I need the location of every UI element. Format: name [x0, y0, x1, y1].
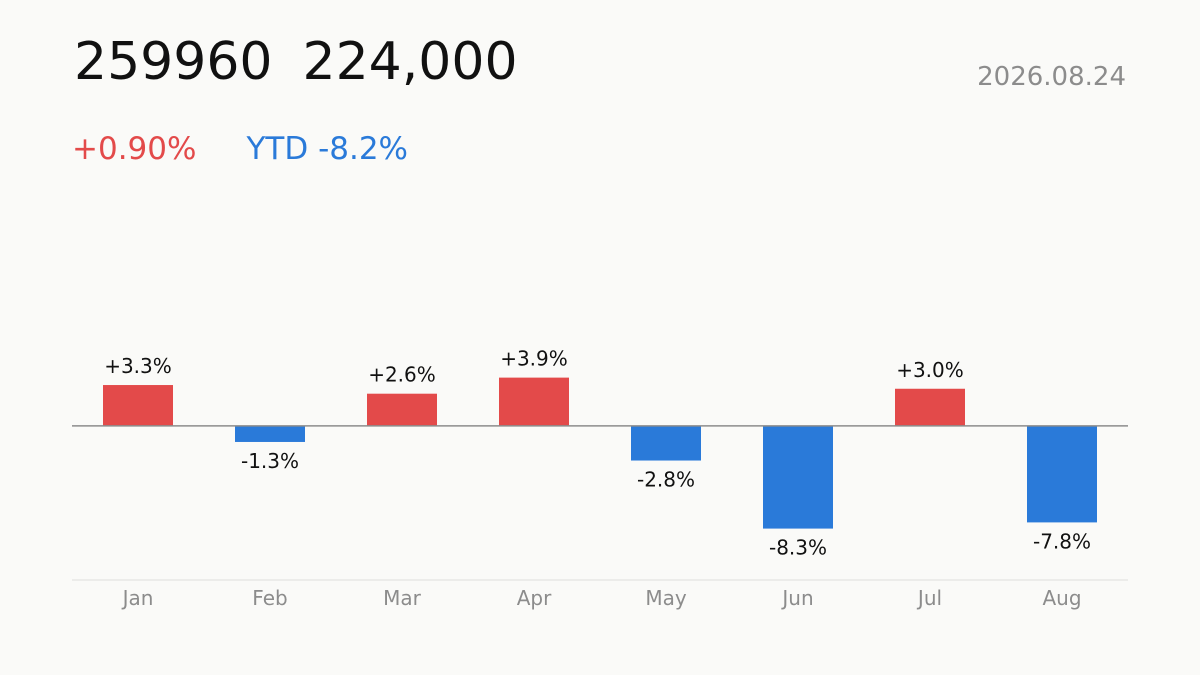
x-tick-may: May	[645, 586, 687, 610]
bar-jun	[763, 425, 833, 529]
value-label-may: -2.8%	[637, 468, 695, 492]
as-of-date: 2026.08.24	[977, 62, 1126, 92]
bar-layer	[103, 377, 1097, 529]
bar-mar	[367, 393, 437, 426]
x-tick-jan: Jan	[121, 586, 154, 610]
bar-feb	[235, 425, 305, 442]
value-label-jun: -8.3%	[769, 536, 827, 560]
change-summary: +0.90% YTD -8.2%	[72, 134, 408, 165]
x-tick-apr: Apr	[517, 586, 552, 610]
value-label-apr: +3.9%	[500, 347, 568, 371]
bar-jan	[103, 385, 173, 426]
value-label-mar: +2.6%	[368, 363, 436, 387]
x-tick-jul: Jul	[916, 586, 942, 610]
x-tick-mar: Mar	[383, 586, 422, 610]
bar-may	[631, 425, 701, 461]
bar-aug	[1027, 425, 1097, 523]
x-axis-tick-layer: Jan Feb Mar Apr May Jun Jul Aug	[121, 586, 1082, 610]
bar-apr	[499, 377, 569, 426]
value-label-feb: -1.3%	[241, 449, 299, 473]
value-label-layer: +3.3% -1.3% +2.6% +3.9% -2.8% -8.3% +3.0% -7.8%	[104, 347, 1091, 560]
value-label-aug: -7.8%	[1033, 529, 1091, 553]
ticker-code: 259960	[74, 32, 273, 92]
value-label-jul: +3.0%	[896, 358, 964, 382]
x-tick-jun: Jun	[780, 586, 813, 610]
stock-headline: 259960 224,000	[74, 36, 518, 88]
x-tick-aug: Aug	[1042, 586, 1081, 610]
ytd-change: YTD -8.2%	[246, 131, 409, 167]
day-change: +0.90%	[72, 131, 197, 167]
stock-price: 224,000	[302, 32, 518, 92]
value-label-jan: +3.3%	[104, 354, 172, 378]
bar-jul	[895, 388, 965, 426]
x-tick-feb: Feb	[252, 586, 287, 610]
